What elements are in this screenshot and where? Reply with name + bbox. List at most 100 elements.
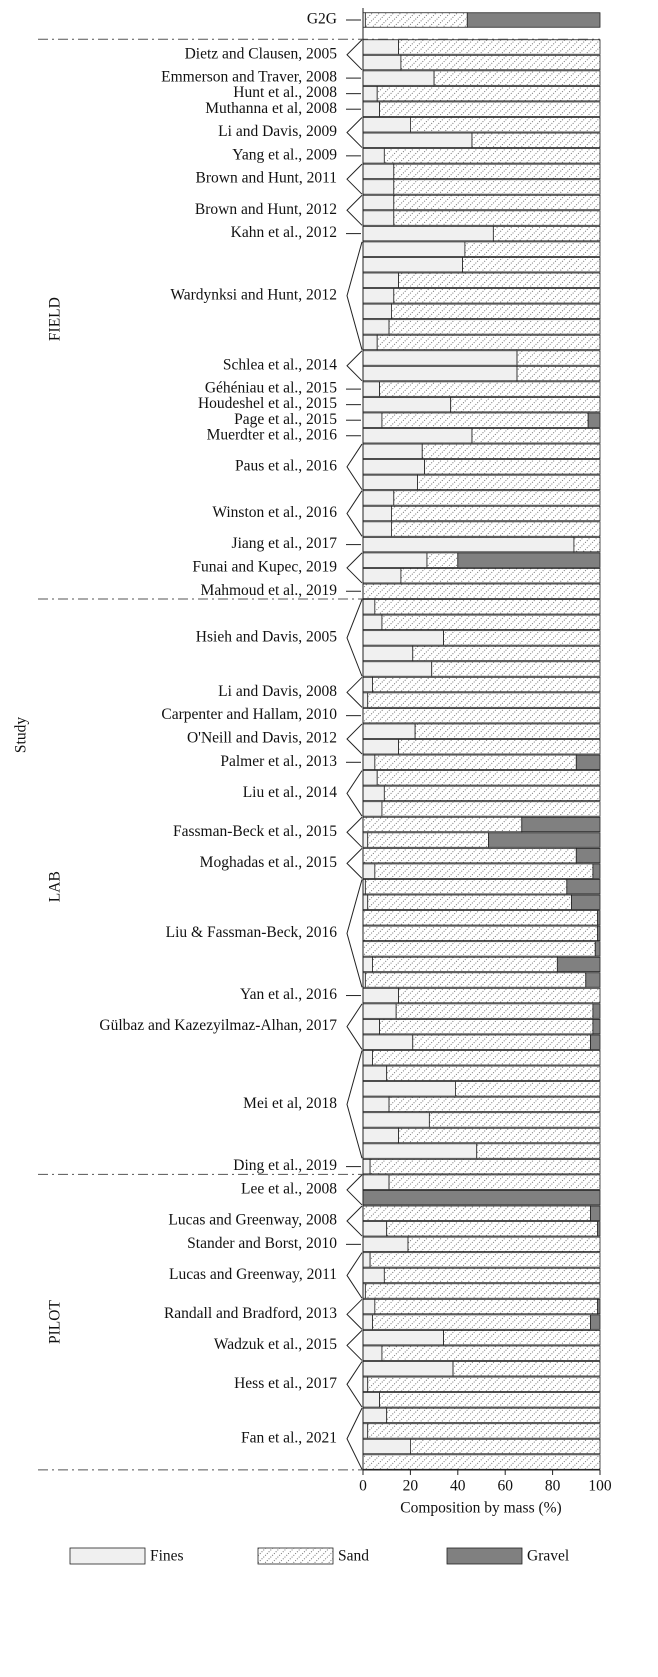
label-connector bbox=[346, 163, 363, 195]
bar-segment bbox=[367, 692, 601, 708]
study-label: Jiang et al., 2017 bbox=[232, 535, 338, 552]
label-connector bbox=[346, 816, 363, 848]
bar-segment bbox=[426, 552, 459, 568]
bar-segment bbox=[367, 894, 572, 910]
label-connector bbox=[346, 676, 363, 708]
bar-segment bbox=[407, 1236, 601, 1252]
study-label: Carpenter and Hallam, 2010 bbox=[161, 706, 337, 723]
bar-segment bbox=[362, 381, 380, 397]
bar-segment bbox=[362, 350, 518, 366]
bar-segment bbox=[362, 1298, 376, 1315]
bar-segment bbox=[362, 288, 395, 304]
bar-segment bbox=[386, 1065, 601, 1081]
bar-segment bbox=[362, 39, 399, 55]
bar-segment bbox=[393, 194, 601, 211]
bar-segment bbox=[597, 1221, 601, 1237]
bar-segment bbox=[376, 334, 601, 351]
bar-segment bbox=[362, 956, 373, 973]
bar-segment bbox=[388, 1174, 601, 1190]
bar-segment bbox=[471, 132, 601, 148]
study-label: Yan et al., 2016 bbox=[240, 986, 337, 1003]
bar-segment bbox=[362, 1205, 591, 1221]
legend-label: Sand bbox=[338, 1548, 369, 1565]
bar-segment bbox=[383, 148, 601, 164]
x-tick-label: 100 bbox=[588, 1478, 612, 1495]
bar-segment bbox=[362, 847, 577, 864]
bar-segment bbox=[362, 428, 473, 444]
bar-segment bbox=[362, 1454, 601, 1470]
bar-segment bbox=[362, 70, 435, 86]
study-label: Wardynksi and Hunt, 2012 bbox=[170, 286, 337, 303]
bar-segment bbox=[367, 832, 490, 848]
bar-segment bbox=[364, 12, 468, 28]
legend-label: Fines bbox=[150, 1548, 184, 1565]
bar-segment bbox=[362, 490, 395, 506]
label-connector bbox=[346, 490, 363, 537]
bar-segment bbox=[388, 1096, 601, 1113]
bar-segment bbox=[594, 941, 601, 957]
label-connector bbox=[346, 847, 363, 879]
bar-segment bbox=[362, 910, 599, 926]
bar-segment bbox=[362, 816, 523, 833]
bar-segment bbox=[409, 117, 601, 133]
bar-segment bbox=[376, 770, 601, 786]
bar-segment bbox=[393, 490, 601, 506]
bar-segment bbox=[462, 257, 601, 273]
label-connector bbox=[346, 194, 363, 226]
bar-segment bbox=[362, 863, 376, 879]
study-label: Emmerson and Traver, 2008 bbox=[161, 69, 337, 86]
bar-segment bbox=[597, 925, 601, 941]
bar-segment bbox=[369, 1158, 601, 1175]
bar-segment bbox=[388, 319, 601, 335]
label-connector bbox=[346, 1252, 363, 1299]
bar-segment bbox=[393, 210, 601, 226]
study-label: Paus et al., 2016 bbox=[235, 457, 337, 474]
bar-segment bbox=[362, 599, 376, 615]
bar-segment bbox=[362, 645, 414, 662]
bar-segment bbox=[362, 443, 423, 459]
bar-segment bbox=[391, 521, 601, 537]
bar-segment bbox=[367, 1376, 601, 1392]
bar-segment bbox=[590, 1205, 601, 1221]
bar-segment bbox=[362, 894, 369, 910]
label-connector bbox=[346, 1205, 363, 1237]
bar-segment bbox=[428, 1112, 601, 1128]
bar-segment bbox=[391, 505, 601, 522]
study-label: Winston et al., 2016 bbox=[212, 504, 337, 521]
bar-segment bbox=[379, 1019, 594, 1035]
x-tick-label: 0 bbox=[359, 1478, 367, 1495]
bar-segment bbox=[362, 770, 378, 786]
bar-segment bbox=[379, 101, 601, 117]
bar-segment bbox=[457, 552, 601, 568]
bar-segment bbox=[362, 1096, 390, 1113]
study-label: Kahn et al., 2012 bbox=[231, 224, 337, 241]
x-tick-label: 20 bbox=[403, 1478, 419, 1495]
bar-segment bbox=[516, 350, 601, 366]
bar-segment bbox=[571, 894, 601, 910]
study-label: Ding et al., 2019 bbox=[233, 1157, 337, 1174]
bar-segment bbox=[362, 257, 463, 273]
bar-segment bbox=[362, 1221, 388, 1237]
bar-segment bbox=[362, 630, 444, 646]
bar-segment bbox=[362, 661, 433, 677]
legend-swatch bbox=[446, 1547, 523, 1565]
bar-segment bbox=[393, 163, 601, 180]
study-label: Wadzuk et al., 2015 bbox=[214, 1336, 337, 1353]
study-label: Hsieh and Davis, 2005 bbox=[196, 628, 337, 645]
study-label: Palmer et al., 2013 bbox=[220, 753, 337, 770]
study-label: Gülbaz and Kazezyilmaz-Alhan, 2017 bbox=[99, 1017, 337, 1034]
bar-segment bbox=[362, 459, 426, 475]
bar-segment bbox=[393, 288, 601, 304]
bar-segment bbox=[398, 39, 601, 55]
bar-segment bbox=[362, 521, 392, 537]
label-connector bbox=[346, 1361, 363, 1408]
bar-segment bbox=[379, 1392, 601, 1408]
bar-segment bbox=[362, 1392, 380, 1408]
study-label: Schlea et al., 2014 bbox=[223, 356, 337, 373]
bar-segment bbox=[398, 987, 601, 1004]
bar-segment bbox=[391, 303, 601, 320]
group-label: FIELD bbox=[47, 297, 64, 341]
bar-segment bbox=[362, 117, 411, 133]
study-label: Li and Davis, 2009 bbox=[218, 123, 337, 140]
bar-segment bbox=[362, 334, 378, 351]
